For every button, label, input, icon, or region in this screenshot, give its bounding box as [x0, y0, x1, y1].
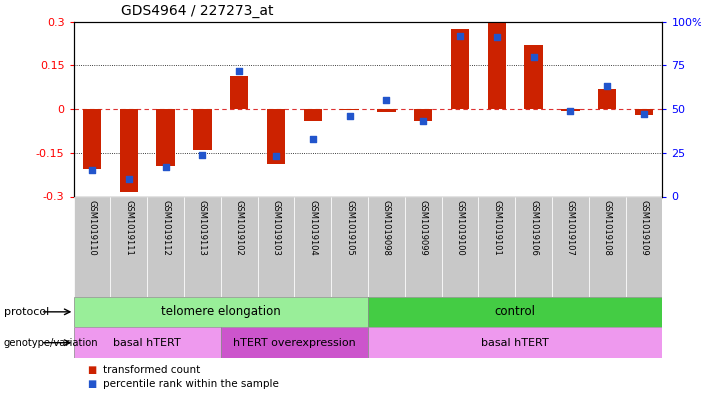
- Text: basal hTERT: basal hTERT: [482, 338, 549, 348]
- Text: ■: ■: [88, 365, 97, 375]
- Text: GSM1019108: GSM1019108: [603, 200, 612, 255]
- Point: [601, 83, 613, 90]
- Text: GSM1019106: GSM1019106: [529, 200, 538, 255]
- Point: [123, 176, 135, 182]
- Text: genotype/variation: genotype/variation: [4, 338, 98, 348]
- Bar: [74, 196, 110, 297]
- Bar: [368, 327, 662, 358]
- Point: [197, 151, 208, 158]
- Bar: [368, 297, 662, 327]
- Bar: [377, 109, 395, 112]
- Text: telomere elongation: telomere elongation: [161, 305, 280, 318]
- Point: [565, 108, 576, 114]
- Point: [418, 118, 429, 125]
- Bar: [552, 196, 589, 297]
- Bar: [478, 196, 515, 297]
- Bar: [488, 23, 506, 109]
- Bar: [221, 196, 257, 297]
- Point: [454, 33, 465, 39]
- Text: GSM1019102: GSM1019102: [235, 200, 244, 255]
- Bar: [304, 109, 322, 121]
- Point: [233, 68, 245, 74]
- Bar: [184, 196, 221, 297]
- Point: [86, 167, 97, 173]
- Text: GSM1019109: GSM1019109: [639, 200, 648, 255]
- Bar: [257, 196, 294, 297]
- Bar: [267, 109, 285, 164]
- Text: GSM1019107: GSM1019107: [566, 200, 575, 255]
- Bar: [635, 109, 653, 115]
- Bar: [589, 196, 625, 297]
- Bar: [625, 196, 662, 297]
- Bar: [515, 196, 552, 297]
- Bar: [83, 109, 101, 169]
- Bar: [221, 327, 368, 358]
- Bar: [74, 297, 368, 327]
- Bar: [562, 109, 580, 110]
- Point: [344, 113, 355, 119]
- Bar: [156, 109, 175, 166]
- Bar: [147, 196, 184, 297]
- Text: GSM1019101: GSM1019101: [492, 200, 501, 255]
- Text: GSM1019103: GSM1019103: [271, 200, 280, 255]
- Text: ■: ■: [88, 379, 97, 389]
- Text: control: control: [495, 305, 536, 318]
- Text: GSM1019113: GSM1019113: [198, 200, 207, 255]
- Point: [271, 153, 282, 160]
- Bar: [598, 89, 616, 109]
- Bar: [368, 196, 405, 297]
- Bar: [230, 75, 248, 109]
- Bar: [294, 196, 331, 297]
- Bar: [331, 196, 368, 297]
- Text: GSM1019099: GSM1019099: [418, 200, 428, 255]
- Point: [160, 163, 171, 170]
- Text: transformed count: transformed count: [103, 365, 200, 375]
- Text: hTERT overexpression: hTERT overexpression: [233, 338, 356, 348]
- Bar: [120, 109, 138, 192]
- Bar: [451, 29, 469, 109]
- Bar: [405, 196, 442, 297]
- Point: [307, 136, 318, 142]
- Text: GSM1019098: GSM1019098: [382, 200, 391, 255]
- Text: GSM1019111: GSM1019111: [124, 200, 133, 255]
- Bar: [111, 196, 147, 297]
- Bar: [442, 196, 478, 297]
- Text: GSM1019105: GSM1019105: [345, 200, 354, 255]
- Bar: [193, 109, 212, 150]
- Point: [491, 34, 503, 40]
- Bar: [524, 45, 543, 109]
- Text: protocol: protocol: [4, 307, 49, 317]
- Text: percentile rank within the sample: percentile rank within the sample: [103, 379, 279, 389]
- Point: [639, 111, 650, 118]
- Point: [381, 97, 392, 103]
- Point: [528, 53, 539, 60]
- Text: GSM1019104: GSM1019104: [308, 200, 318, 255]
- Bar: [414, 109, 433, 121]
- Text: GSM1019110: GSM1019110: [88, 200, 97, 255]
- Text: GDS4964 / 227273_at: GDS4964 / 227273_at: [121, 4, 273, 18]
- Text: GSM1019100: GSM1019100: [456, 200, 465, 255]
- Bar: [341, 109, 359, 110]
- Text: basal hTERT: basal hTERT: [114, 338, 181, 348]
- Text: GSM1019112: GSM1019112: [161, 200, 170, 255]
- Bar: [74, 327, 221, 358]
